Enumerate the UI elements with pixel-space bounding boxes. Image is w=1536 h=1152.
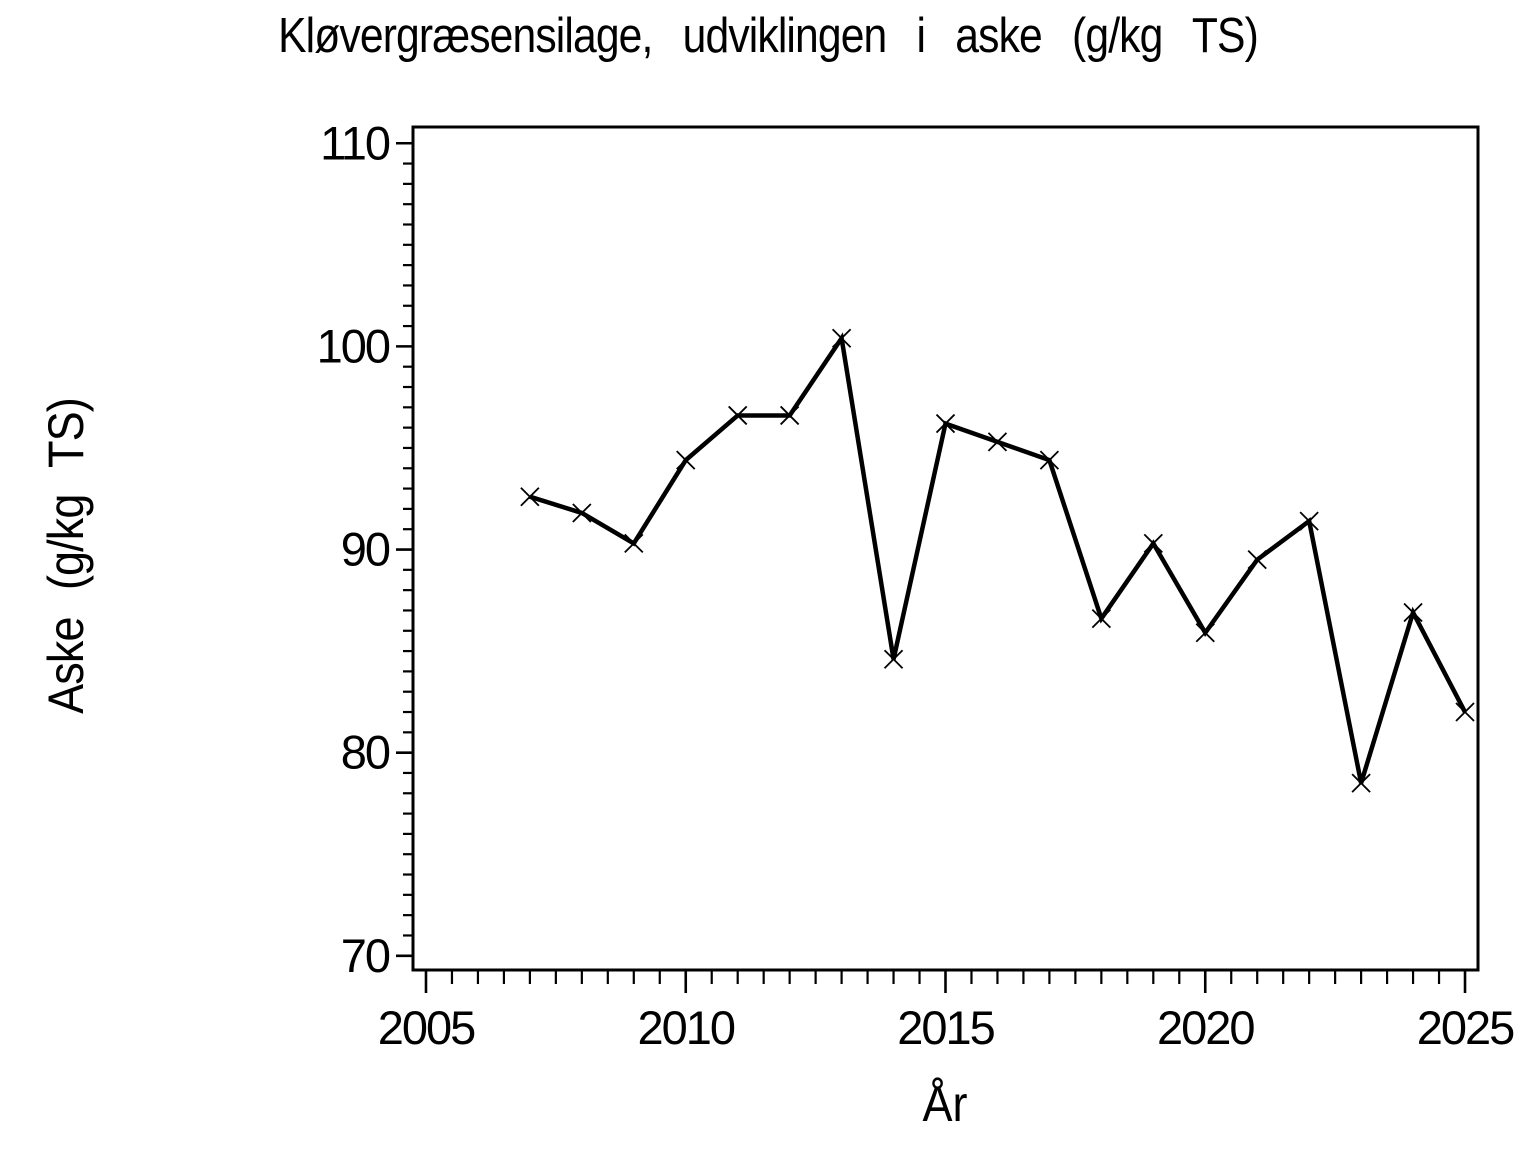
y-tick-label: 100 xyxy=(317,319,390,372)
x-tick-label: 2005 xyxy=(378,1001,475,1054)
point-marker xyxy=(1455,702,1475,722)
point-marker xyxy=(1299,511,1319,531)
series-line xyxy=(529,332,1468,784)
point-marker xyxy=(728,405,748,426)
point-marker xyxy=(624,533,644,554)
point-marker xyxy=(1403,602,1423,623)
point-marker xyxy=(1091,608,1111,629)
plot-frame xyxy=(411,125,1480,972)
point-marker xyxy=(1247,550,1267,570)
point-marker xyxy=(1039,450,1060,470)
point-marker xyxy=(780,405,800,426)
point-marker xyxy=(572,503,592,523)
point-marker xyxy=(676,450,696,470)
x-axis-label: År xyxy=(922,1076,968,1132)
point-marker xyxy=(1143,533,1163,554)
point-marker xyxy=(935,413,956,434)
point-marker xyxy=(1195,623,1215,643)
x-tick-label: 2025 xyxy=(1417,1001,1514,1054)
point-marker xyxy=(987,432,1008,452)
x-tick-label: 2010 xyxy=(637,1001,734,1054)
y-tick-label: 110 xyxy=(320,116,390,169)
chart-title: Kløvergræsensilage, udviklingen i aske (… xyxy=(278,9,1259,63)
y-tick-label: 70 xyxy=(341,929,390,982)
point-marker xyxy=(520,487,540,507)
point-marker xyxy=(883,649,904,669)
x-tick-label: 2015 xyxy=(897,1001,994,1054)
y-tick-label: 80 xyxy=(341,726,390,779)
point-marker xyxy=(831,328,852,348)
y-tick-label: 90 xyxy=(341,523,390,576)
x-tick-label: 2020 xyxy=(1157,1001,1254,1054)
point-marker xyxy=(1351,773,1371,793)
